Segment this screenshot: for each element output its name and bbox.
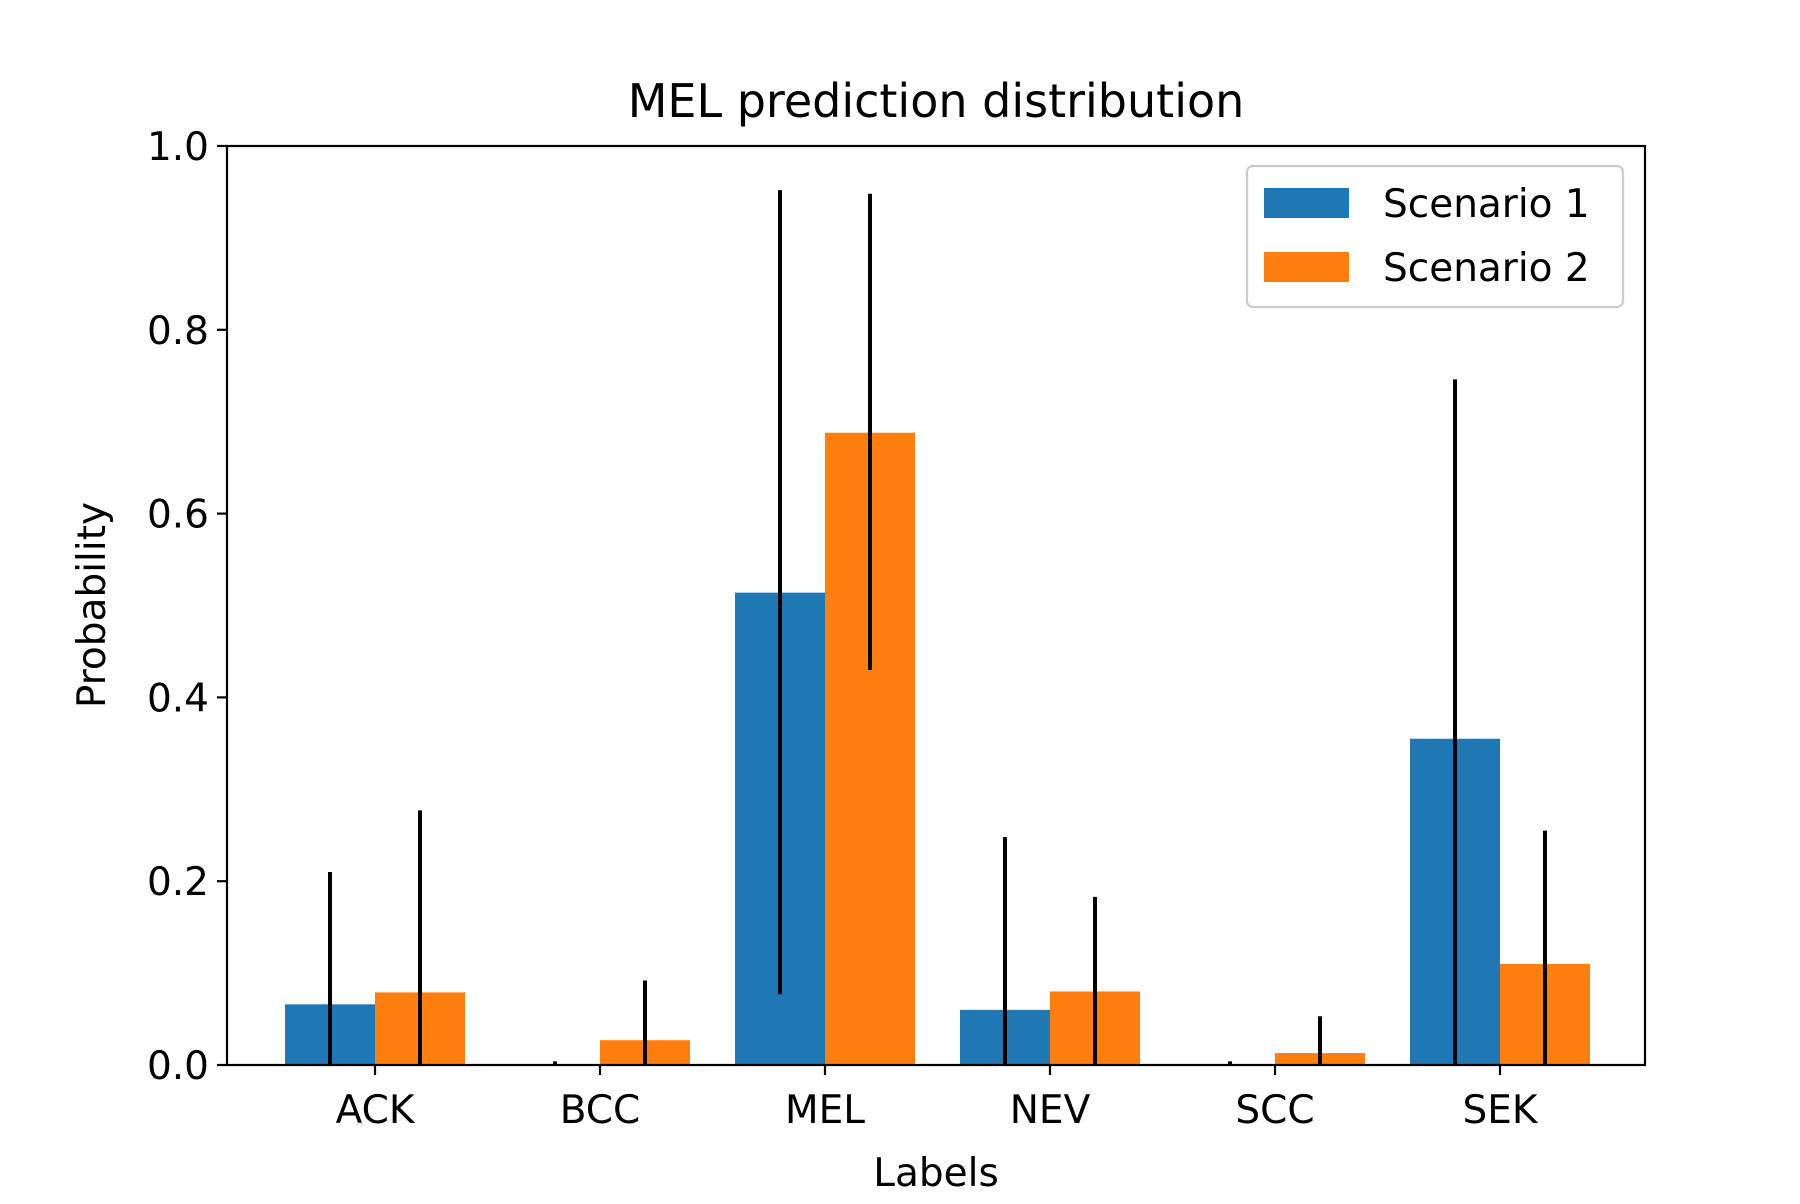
plot-area	[285, 190, 1590, 1065]
x-tick-label-nev: NEV	[1010, 1088, 1091, 1133]
y-tick-label: 0.0	[147, 1044, 209, 1089]
x-tick-label-mel: MEL	[785, 1088, 865, 1133]
x-tick-label-sek: SEK	[1463, 1088, 1539, 1133]
x-axis-label: Labels	[873, 1151, 999, 1196]
legend: Scenario 1 Scenario 2	[1245, 164, 1625, 309]
y-axis: 0.0 0.2 0.4 0.6 0.8 1.0	[147, 125, 227, 1089]
legend-label-scenario-2: Scenario 2	[1383, 246, 1590, 291]
x-tick-label-bcc: BCC	[560, 1088, 641, 1133]
chart-title: MEL prediction distribution	[628, 74, 1245, 128]
legend-swatch-scenario-1	[1264, 188, 1349, 218]
y-tick-label: 0.2	[147, 860, 209, 905]
y-axis-label: Probability	[70, 502, 115, 708]
x-tick-label-ack: ACK	[336, 1088, 416, 1133]
legend-label-scenario-1: Scenario 1	[1383, 182, 1590, 227]
y-tick-label: 0.6	[147, 493, 209, 538]
x-axis: ACK BCC MEL NEV SCC SEK	[336, 1065, 1539, 1133]
x-tick-label-scc: SCC	[1235, 1088, 1314, 1133]
y-tick-label: 1.0	[147, 125, 209, 170]
y-tick-label: 0.8	[147, 309, 209, 354]
y-tick-label: 0.4	[147, 676, 209, 721]
plot-frame	[225, 144, 1647, 1067]
legend-swatch-scenario-2	[1264, 252, 1349, 282]
